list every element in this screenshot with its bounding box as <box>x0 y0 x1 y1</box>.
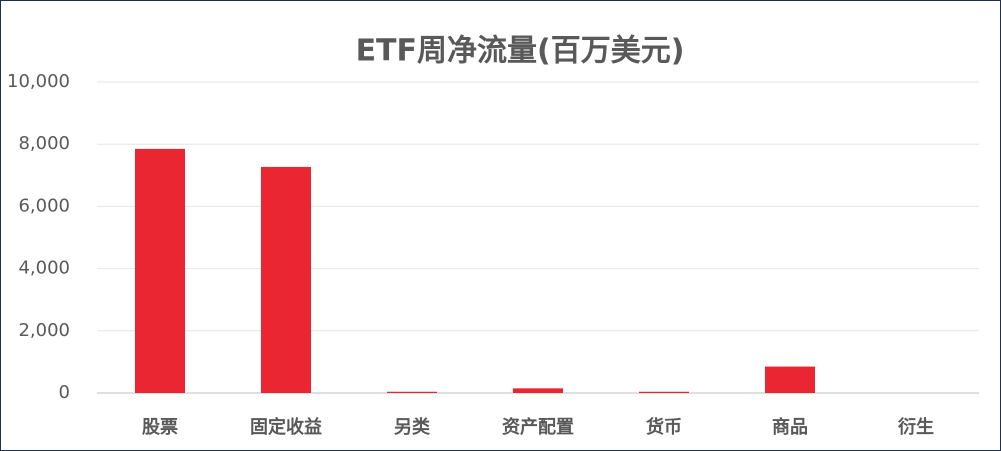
bar <box>765 366 815 393</box>
y-tick-label: 6,000 <box>18 195 70 216</box>
x-tick-label: 另类 <box>394 416 431 438</box>
x-tick-label: 资产配置 <box>502 416 574 438</box>
y-tick-label: 0 <box>59 382 70 403</box>
y-tick-label: 10,000 <box>7 71 70 92</box>
x-tick-label: 固定收益 <box>250 416 322 438</box>
bar <box>135 148 185 393</box>
bar <box>261 166 311 393</box>
bar <box>639 391 689 393</box>
bar <box>387 391 437 393</box>
y-tick-label: 2,000 <box>18 320 70 341</box>
y-tick-label: 8,000 <box>18 133 70 154</box>
x-tick-label: 衍生 <box>898 416 934 438</box>
x-tick-label: 股票 <box>141 417 178 438</box>
bar <box>513 388 563 393</box>
y-tick-label: 4,000 <box>18 258 70 279</box>
x-tick-label: 货币 <box>646 416 682 438</box>
x-tick-label: 商品 <box>772 416 808 438</box>
chart-title: ETF周净流量(百万美元) <box>356 34 685 69</box>
